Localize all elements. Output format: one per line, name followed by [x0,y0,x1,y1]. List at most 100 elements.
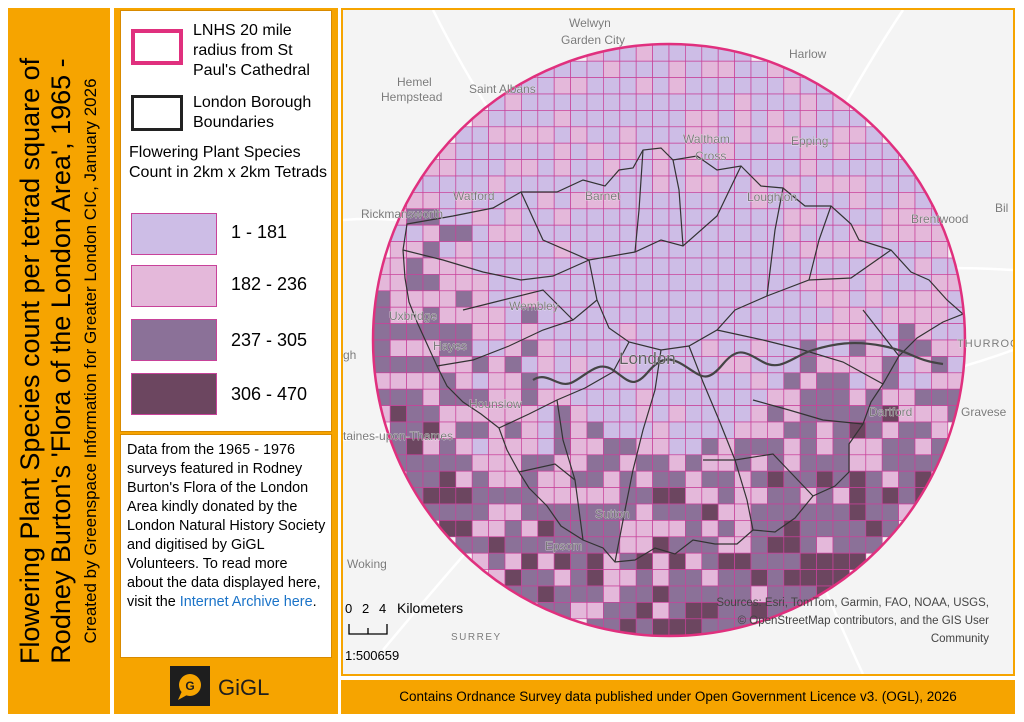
tetrad-cell [652,323,670,341]
scale-tick-2: 2 [362,601,369,616]
tetrad-cell [865,208,883,226]
count-title: Flowering Plant Species Count in 2km x 2… [129,144,328,181]
tetrad-cell [406,454,424,472]
tetrad-cell [586,208,604,226]
scale-line [348,624,388,635]
tetrad-cell [767,372,785,390]
tetrad-cell [717,470,735,488]
tetrad-cell [898,323,916,341]
tetrad-cell [931,257,949,275]
tetrad-cell [652,208,670,226]
tetrad-cell [619,438,637,456]
tetrad-cell [652,585,670,603]
tetrad-cell [521,257,539,275]
tetrad-cell [635,569,653,587]
tetrad-cell [734,388,752,406]
attribution: Sources: Esri, TomTom, Garmin, FAO, NOAA… [716,597,989,645]
map[interactable]: Welwyn Garden City Harlow Hemel Hempstea… [343,10,1013,674]
tetrad-cell [570,323,588,341]
tetrad-cell [652,44,670,62]
tetrad-cell [849,454,867,472]
tetrad-cell [652,257,670,275]
tetrad-cell [701,93,719,111]
label-hempstead: Hempstead [381,90,442,104]
tetrad-cell [849,224,867,242]
tetrad-cell [389,388,407,406]
tetrad-cell [914,372,932,390]
tetrad-cell [881,503,899,521]
tetrad-cell [717,306,735,324]
tetrad-cell [504,503,522,521]
tetrad-cell [652,438,670,456]
tetrad-cell [881,306,899,324]
tetrad-cell [635,77,653,95]
tetrad-cell [865,175,883,193]
tetrad-cell [767,569,785,587]
tetrad-cell [521,224,539,242]
tetrad-cell [881,274,899,292]
tetrad-cell [553,438,571,456]
tetrad-cell [570,487,588,505]
tetrad-cell [619,421,637,439]
tetrad-cell [603,405,621,423]
tetrad-cell [701,175,719,193]
tetrad-cell [373,356,391,374]
tetrad-cell [537,126,555,144]
tetrad-cell [389,356,407,374]
greater-london-outline [402,147,965,563]
tetrad-cell [406,388,424,406]
tetrad-cell [537,454,555,472]
tetrad-cell [521,142,539,160]
tetrad-cell [832,438,850,456]
tetrad-cell [471,503,489,521]
tetrad-cell [422,274,440,292]
tetrad-cell [619,388,637,406]
tetrad-cell [471,421,489,439]
data-source-text: Data from the 1965 - 1976 surveys featur… [127,441,327,612]
tetrad-cell [668,290,686,308]
tetrad-cell [471,241,489,259]
tetrad-cell [504,372,522,390]
tetrad-cell [750,274,768,292]
tetrad-cell [521,520,539,538]
tetrad-cell [488,470,506,488]
tetrad-cell [521,421,539,439]
tetrad-cell [685,208,703,226]
tetrad-cell [619,602,637,620]
tetrad-cell [816,388,834,406]
tetrad-cell [373,323,391,341]
tetrad-cell [799,421,817,439]
tetrad-cell [865,421,883,439]
tetrad-cell [504,208,522,226]
tetrad-cell [685,405,703,423]
tetrad-cell [816,552,834,570]
tetrad-cell [439,224,457,242]
tetrad-cell [750,470,768,488]
tetrad-cell [439,487,457,505]
tetrad-cell [668,405,686,423]
tetrad-cell [734,569,752,587]
tetrad-cell [603,487,621,505]
tetrad-cell [914,388,932,406]
label-barnet: Barnet [585,189,621,203]
internet-archive-link[interactable]: Internet Archive here [179,594,313,610]
title-line-1: Flowering Plant Species count per tetrad… [15,57,45,665]
tetrad-cell [422,487,440,505]
tetrad-cell [471,536,489,554]
tetrad-cell [701,60,719,78]
tetrad-cell [865,274,883,292]
label-sutton: Sutton [595,507,630,521]
tetrad-cell [537,77,555,95]
tetrad-cell [717,536,735,554]
tetrad-cell [717,388,735,406]
tetrad-cell [783,569,801,587]
tetrad-cell [521,323,539,341]
class-label-2: 182 - 236 [231,274,308,294]
tetrad-cell [553,339,571,357]
tetrad-cell [783,306,801,324]
label-wembley: Wembley [509,299,559,313]
attribution-line-3: Community [931,633,989,645]
tetrad-cell [652,536,670,554]
tetrad-cell [537,142,555,160]
tetrad-cell [488,224,506,242]
